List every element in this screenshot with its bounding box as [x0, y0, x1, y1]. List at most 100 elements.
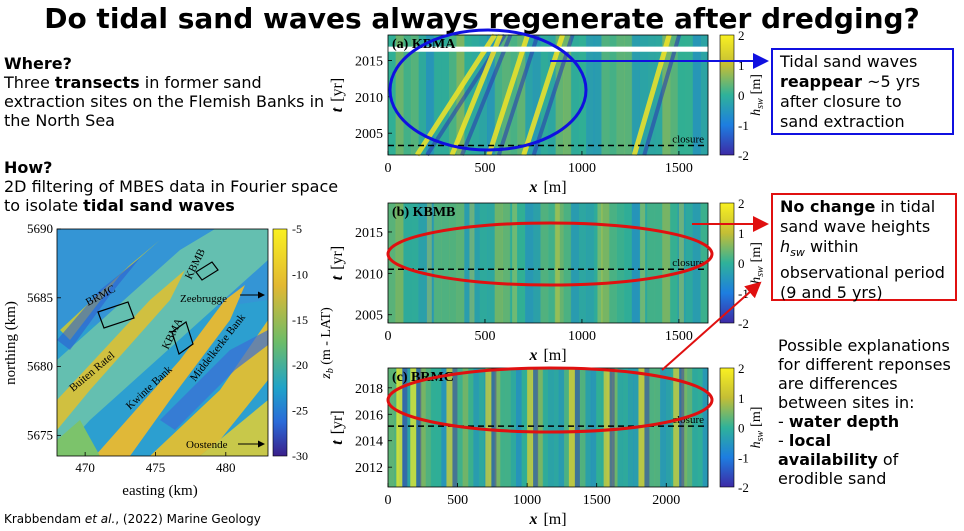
field-band	[593, 203, 602, 323]
colorbar-label-sub: sw	[755, 430, 766, 441]
field-band	[388, 35, 397, 155]
map-xlabel: easting (km)	[122, 483, 197, 499]
xlabel-var: x	[528, 511, 537, 528]
colorbar-tick: 0	[738, 421, 745, 436]
field-band	[660, 368, 666, 487]
sand-wave-trough	[609, 368, 615, 487]
map-xtick-label: 470	[75, 460, 95, 475]
transect-brmc	[97, 301, 135, 329]
field-band	[448, 203, 458, 323]
field-band	[395, 203, 404, 323]
ytick-label: 2016	[355, 408, 383, 423]
xtick-label: 0	[385, 329, 392, 344]
field-band	[433, 35, 442, 155]
colorbar-tick: 1	[738, 226, 745, 241]
sand-wave-trough	[402, 368, 408, 487]
colorbar-tick: 1	[738, 391, 745, 406]
field-band	[418, 35, 427, 155]
closure-label: closure	[672, 414, 704, 426]
ytick-label: 2012	[355, 461, 383, 476]
field-band	[525, 203, 534, 323]
field-band	[644, 368, 650, 487]
sand-wave-trough	[644, 368, 650, 487]
map-axis-ticks: 470 475 480 5675 5680 5685 5690	[27, 221, 236, 475]
field-band	[697, 368, 704, 487]
field-band	[700, 35, 709, 155]
field-band	[702, 368, 709, 487]
ytick-label: 2010	[355, 91, 383, 106]
panel-frame	[387, 202, 709, 324]
map-xtick-label: 475	[146, 460, 166, 475]
field-band	[403, 35, 412, 155]
arrow-brmc	[661, 281, 762, 371]
ytick-label: 2015	[355, 54, 383, 69]
field-band	[479, 35, 488, 155]
map-colorbar-tick: -20	[292, 358, 308, 372]
field-band	[456, 35, 465, 155]
ylabel: t [yr]	[329, 410, 346, 444]
field-band	[649, 368, 656, 487]
annot-zeebrugge: Zeebrugge	[180, 293, 227, 305]
colorbar-tick: -2	[738, 480, 749, 495]
map-xtick-label: 480	[216, 460, 236, 475]
field-band	[654, 368, 661, 487]
field-band	[555, 203, 564, 323]
sand-wave-crest	[527, 368, 534, 487]
field-band	[532, 35, 541, 155]
sand-wave-trough	[416, 368, 422, 487]
colorbar-tick: -1	[738, 450, 749, 465]
callout-reappear: Tidal sand waves reappear ~5 yrs after c…	[771, 48, 954, 135]
field-band	[570, 35, 579, 155]
xlabel-unit: [m]	[543, 347, 566, 364]
xtick-label: 1000	[568, 161, 596, 176]
field-band	[578, 35, 587, 155]
ytick-label: 2018	[355, 382, 383, 397]
sand-wave-crest	[521, 34, 565, 156]
colorbar-label-var: h	[749, 109, 764, 116]
sand-wave-crest	[603, 368, 610, 487]
sand-wave-crest	[414, 33, 497, 157]
field-band	[662, 35, 671, 155]
field-band	[509, 203, 519, 323]
where-heading: Where?	[4, 54, 72, 73]
field-band	[464, 203, 473, 323]
data-gap	[388, 46, 708, 52]
xtick-label: 1000	[568, 329, 596, 344]
sand-wave-crest	[396, 368, 403, 487]
field-band	[452, 368, 458, 487]
field-band	[436, 368, 442, 487]
field-band	[395, 35, 404, 155]
field-band	[517, 35, 526, 155]
field-band	[612, 368, 618, 487]
field-band	[487, 35, 496, 155]
ylabel-unit: [yr]	[329, 78, 346, 102]
field-band	[654, 35, 663, 155]
field-band	[608, 35, 618, 155]
field-band	[647, 203, 656, 323]
field-band	[564, 368, 570, 487]
colorbar-label-unit: [m]	[749, 407, 764, 427]
field-band	[430, 368, 437, 487]
field-band	[471, 203, 480, 323]
ylabel: t [yr]	[329, 246, 346, 280]
map-colorbar-ticks: -5 -10 -15 -20 -25 -30	[292, 222, 308, 463]
ellipse-kbma	[388, 28, 588, 152]
ylabel-var: t	[329, 440, 346, 445]
sand-wave-crest	[568, 368, 575, 487]
sand-wave-crest	[597, 203, 603, 323]
field-band	[456, 203, 465, 323]
xtick-label: 1500	[665, 161, 693, 176]
field-band	[616, 203, 625, 323]
how-heading: How?	[4, 158, 53, 177]
field-band	[601, 35, 610, 155]
transect-kbmb	[195, 261, 219, 281]
field-band	[388, 368, 394, 487]
field-band	[669, 35, 679, 155]
sand-wave-trough	[533, 368, 539, 487]
sand-wave-crest	[446, 368, 453, 487]
map-colorbar-tick: -10	[292, 267, 308, 281]
field-band	[548, 203, 557, 323]
sand-wave-crest	[512, 203, 518, 323]
